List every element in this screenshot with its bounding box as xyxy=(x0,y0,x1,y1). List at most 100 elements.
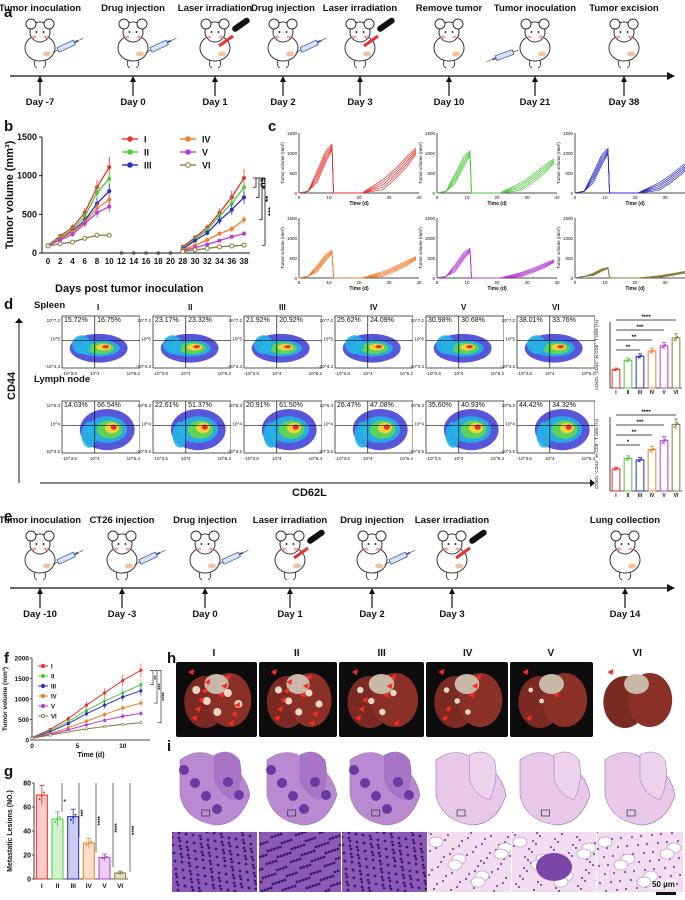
chart-f-xtick-label: 0 xyxy=(30,743,34,750)
chart-c-xtick-label: 40 xyxy=(554,195,560,200)
timeline-step-label: Lung collection xyxy=(589,515,661,526)
red-arrow xyxy=(386,683,393,689)
flow-pct-top-right: 33.76% xyxy=(552,317,576,324)
chart-b-point xyxy=(205,237,210,242)
nucleus xyxy=(443,838,447,842)
nucleus xyxy=(215,855,219,859)
chart-b-line-IV xyxy=(182,219,245,251)
flow-density xyxy=(172,421,189,448)
nucleus xyxy=(231,868,235,872)
nucleus xyxy=(228,849,232,853)
metastatic-nodule xyxy=(315,700,323,708)
nucleus xyxy=(260,889,264,893)
nucleus xyxy=(324,889,328,893)
spleen-label: Spleen xyxy=(34,300,66,311)
scale-bar-line xyxy=(656,892,676,895)
red-arrow xyxy=(197,697,204,703)
nucleus xyxy=(326,841,330,845)
bar-III xyxy=(635,459,645,492)
nucleus xyxy=(177,836,181,840)
flow-density-core xyxy=(375,345,382,349)
histo-overview-svg xyxy=(349,751,421,826)
chart-g-dot xyxy=(72,816,75,819)
trachea xyxy=(204,674,229,694)
nucleus xyxy=(570,854,574,858)
histo-zoom xyxy=(170,830,258,893)
bar-xtick-label: III xyxy=(638,390,643,396)
chart-f-point xyxy=(30,736,34,740)
nucleus xyxy=(389,832,393,836)
chart-b-zero-point xyxy=(168,251,173,255)
panel-label-c: c xyxy=(268,118,277,135)
nucleus xyxy=(257,830,261,834)
lung-photo-V xyxy=(510,662,593,737)
chart-c-ytick-label: 1000 xyxy=(563,236,574,241)
nucleus xyxy=(651,850,655,854)
chart-c-line-IV xyxy=(361,256,417,279)
nucleus xyxy=(296,845,300,849)
chart-b-point xyxy=(95,210,99,215)
red-arrow xyxy=(393,720,400,726)
chart-g-dot xyxy=(58,816,61,819)
flow-pct-top-right: 20.92% xyxy=(279,317,303,324)
chart-b-point xyxy=(70,232,75,237)
nucleus xyxy=(218,879,222,883)
nucleus xyxy=(348,844,352,848)
trachea xyxy=(454,674,480,694)
nucleus xyxy=(340,835,344,839)
timeline-step-label: Drug injection xyxy=(340,515,404,526)
nucleus xyxy=(370,845,374,849)
nucleus xyxy=(368,889,372,893)
nucleus xyxy=(415,870,419,874)
nucleus xyxy=(388,879,392,883)
nucleus xyxy=(583,879,587,883)
nucleus xyxy=(404,837,408,841)
flow-yaxis-tick: -10^4.3 xyxy=(500,364,515,369)
nucleus xyxy=(232,881,236,885)
flow-xaxis-tick: -10^3.5 xyxy=(153,456,168,461)
nucleus xyxy=(263,888,267,892)
chart-b-point xyxy=(242,195,246,200)
mouse-icon xyxy=(106,530,138,581)
syringe-icon xyxy=(52,37,84,53)
nucleus xyxy=(309,872,313,876)
chart-g-dot xyxy=(74,813,77,816)
nucleus xyxy=(677,856,681,860)
timeline-tick-head xyxy=(357,76,363,82)
bar-dot xyxy=(627,359,629,362)
mouse-icon xyxy=(274,530,306,581)
alveolus xyxy=(576,848,592,860)
flow-xaxis-tick: -10^3.5 xyxy=(62,456,77,461)
nucleus xyxy=(345,880,349,884)
chart-f-point xyxy=(139,711,143,715)
flow-yaxis-tick: 10^6.3 xyxy=(411,403,425,408)
nucleus xyxy=(650,833,654,837)
nucleus xyxy=(175,875,179,879)
nucleus xyxy=(402,876,406,880)
bar-ylabel: CD62L⁺CD44⁺ in CD8⁺ T cells (%) xyxy=(594,419,599,489)
tumor-focus xyxy=(393,777,403,787)
bar-xtick-label: VI xyxy=(674,390,679,396)
nucleus xyxy=(227,841,231,845)
chart-g-ylabel: Metastatic Lesions (NO.) xyxy=(7,790,14,872)
red-arrow xyxy=(383,692,390,698)
chart-c-ytick-label: 0 xyxy=(294,276,297,281)
nucleus xyxy=(274,859,278,863)
nucleus xyxy=(523,855,527,859)
nucleus xyxy=(326,863,330,867)
chart-c-line-III xyxy=(637,163,685,194)
chart-c-line-V xyxy=(436,250,500,279)
nucleus xyxy=(318,869,322,873)
chart-b-point xyxy=(193,238,197,243)
chart-b-point xyxy=(180,248,186,254)
red-arrow xyxy=(358,706,365,712)
mouse-icon xyxy=(356,530,388,581)
flow-yaxis-tick: 10^6.3 xyxy=(320,403,334,408)
nucleus xyxy=(492,889,496,893)
flow-pct-top-left: 23.17% xyxy=(155,317,179,324)
nucleus xyxy=(329,862,333,866)
nucleus xyxy=(273,834,277,838)
nucleus xyxy=(276,833,280,837)
nucleus xyxy=(427,873,431,877)
